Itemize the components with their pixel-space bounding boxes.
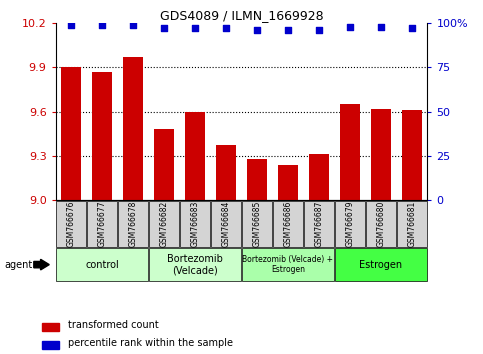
Bar — [335, 249, 426, 281]
Bar — [154, 129, 174, 200]
Text: GSM766686: GSM766686 — [284, 201, 293, 247]
Text: GSM766682: GSM766682 — [159, 201, 169, 247]
Bar — [57, 249, 148, 281]
Bar — [340, 104, 360, 200]
Bar — [87, 201, 117, 247]
Bar — [242, 201, 272, 247]
Text: GSM766684: GSM766684 — [222, 201, 230, 247]
Text: GSM766678: GSM766678 — [128, 201, 138, 247]
Bar — [61, 67, 81, 200]
Text: GSM766687: GSM766687 — [314, 201, 324, 247]
Text: GSM766680: GSM766680 — [376, 201, 385, 247]
Point — [408, 25, 416, 31]
Bar — [366, 201, 396, 247]
Bar — [149, 249, 241, 281]
Text: Bortezomib (Velcade) +
Estrogen: Bortezomib (Velcade) + Estrogen — [242, 255, 333, 274]
Bar — [185, 112, 205, 200]
Bar — [402, 110, 422, 200]
Text: GSM766683: GSM766683 — [190, 201, 199, 247]
Text: control: control — [85, 259, 119, 270]
Text: Bortezomib
(Velcade): Bortezomib (Velcade) — [167, 254, 223, 275]
Bar — [118, 201, 148, 247]
Bar — [397, 201, 426, 247]
Point — [222, 25, 230, 31]
Bar — [42, 323, 59, 331]
Point — [67, 22, 75, 28]
Bar — [335, 201, 365, 247]
Text: transformed count: transformed count — [68, 320, 158, 330]
Bar — [57, 201, 86, 247]
Bar — [42, 341, 59, 349]
Text: GSM766676: GSM766676 — [67, 201, 75, 247]
Text: percentile rank within the sample: percentile rank within the sample — [68, 338, 233, 348]
Text: GSM766677: GSM766677 — [98, 201, 107, 247]
Point — [129, 22, 137, 28]
Point — [191, 25, 199, 31]
Point — [160, 25, 168, 31]
Point — [284, 27, 292, 33]
Text: Estrogen: Estrogen — [359, 259, 402, 270]
Bar — [247, 159, 267, 200]
Bar — [216, 145, 236, 200]
Text: GSM766685: GSM766685 — [253, 201, 261, 247]
Bar — [92, 72, 112, 200]
Bar — [211, 201, 241, 247]
Text: GSM766679: GSM766679 — [345, 201, 355, 247]
Text: agent: agent — [5, 259, 33, 270]
Title: GDS4089 / ILMN_1669928: GDS4089 / ILMN_1669928 — [160, 9, 323, 22]
Point — [346, 24, 354, 29]
Bar — [149, 201, 179, 247]
Point — [98, 22, 106, 28]
Text: GSM766681: GSM766681 — [408, 201, 416, 247]
Bar — [180, 201, 210, 247]
Bar — [304, 201, 334, 247]
Bar — [278, 165, 298, 200]
Point — [253, 27, 261, 33]
Bar — [371, 109, 391, 200]
Bar — [309, 154, 329, 200]
Point — [315, 27, 323, 33]
Bar — [123, 57, 143, 200]
Bar — [242, 249, 334, 281]
Point — [377, 24, 385, 29]
Bar — [273, 201, 303, 247]
